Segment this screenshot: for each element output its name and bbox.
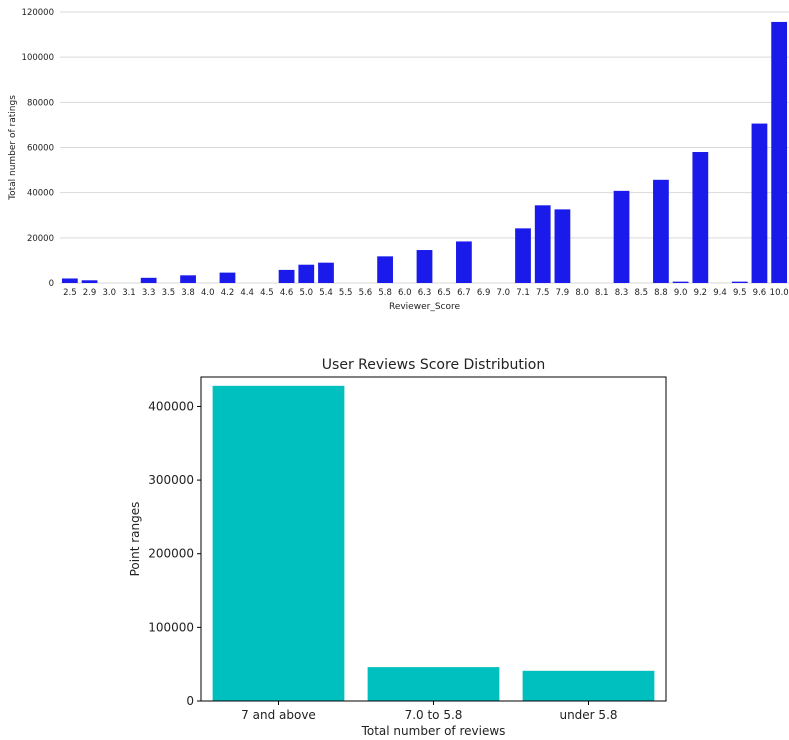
x-tick-label: 4.4 — [240, 288, 254, 298]
x-tick-label: 9.5 — [733, 288, 747, 298]
x-tick-label: 4.0 — [201, 288, 215, 298]
x-tick-label: 5.5 — [339, 288, 353, 298]
bar — [653, 179, 669, 283]
plot-frame — [200, 376, 667, 702]
bar — [61, 278, 78, 283]
y-tick-label: 80000 — [27, 98, 54, 108]
x-tick-label: under 5.8 — [559, 708, 617, 722]
bar — [515, 228, 531, 283]
x-tick-label: 6.7 — [457, 288, 471, 298]
bar — [522, 670, 655, 701]
x-tick-label: 4.6 — [280, 288, 294, 298]
x-tick-label: 7 and above — [241, 708, 316, 722]
y-tick-label: 0 — [186, 694, 194, 708]
x-tick-label: 6.9 — [477, 288, 491, 298]
y-tick-label: 200000 — [148, 547, 194, 561]
x-tick-label: 7.1 — [516, 288, 530, 298]
x-tick-label: 5.6 — [359, 288, 373, 298]
x-tick-label: 9.6 — [753, 288, 767, 298]
x-tick-label: 5.8 — [378, 288, 392, 298]
x-axis-label: Reviewer_Score — [389, 302, 461, 312]
x-tick-label: 6.5 — [437, 288, 451, 298]
bar — [534, 205, 551, 283]
y-tick-label: 300000 — [148, 473, 194, 487]
bar — [613, 190, 630, 283]
x-tick-label: 5.4 — [319, 288, 333, 298]
y-tick-label: 0 — [49, 279, 54, 289]
x-tick-label: 7.5 — [536, 288, 550, 298]
x-tick-label: 9.2 — [694, 288, 708, 298]
x-tick-label: 2.9 — [83, 288, 97, 298]
x-tick-label: 8.3 — [615, 288, 629, 298]
x-tick-label: 9.4 — [713, 288, 727, 298]
x-tick-label: 3.1 — [122, 288, 136, 298]
x-tick-label: 7.0 — [497, 288, 511, 298]
y-tick-label: 20000 — [27, 234, 54, 244]
bar — [554, 209, 571, 283]
bar — [318, 262, 334, 283]
y-tick-label: 120000 — [22, 8, 54, 18]
score-distribution-bar-chart: User Reviews Score Distribution 7 and abo… — [128, 357, 667, 738]
reviewer-score-bar-chart: 0 20000 40000 60000 80000 100000 120000 2.5 2.9 3… — [8, 8, 789, 312]
y-axis-label: Point ranges — [128, 502, 142, 577]
x-tick-label: 9.0 — [674, 288, 688, 298]
y-tick-label: 400000 — [148, 399, 194, 413]
bar — [219, 272, 236, 283]
x-tick-label: 2.5 — [63, 288, 77, 298]
x-axis-label: Total number of reviews — [361, 724, 506, 738]
bar — [751, 123, 768, 283]
bar — [672, 281, 689, 283]
x-tick-label: 6.0 — [398, 288, 412, 298]
x-tick-label: 4.2 — [221, 288, 235, 298]
x-tick-label: 8.8 — [654, 288, 668, 298]
x-tick-label: 3.3 — [142, 288, 156, 298]
x-tick-label: 8.1 — [595, 288, 609, 298]
x-tick-label: 7.9 — [556, 288, 570, 298]
y-tick-label: 100000 — [148, 620, 194, 634]
bar — [771, 21, 788, 283]
x-tick-label: 8.0 — [575, 288, 589, 298]
bar — [731, 281, 748, 283]
chart-title: User Reviews Score Distribution — [322, 357, 545, 373]
bar — [278, 269, 295, 283]
x-tick-label: 6.3 — [418, 288, 432, 298]
y-axis-label: Total number of ratings — [8, 95, 18, 201]
y-tick-label: 60000 — [27, 144, 54, 154]
x-tick-label: 3.8 — [181, 288, 195, 298]
x-tick-label: 3.5 — [162, 288, 176, 298]
bar — [416, 250, 433, 283]
bar — [212, 385, 345, 701]
x-tick-label: 10.0 — [770, 288, 789, 298]
y-tick-label: 100000 — [22, 53, 54, 63]
bar — [81, 280, 98, 283]
bar — [377, 256, 393, 283]
bar — [140, 277, 157, 283]
y-tick-label: 40000 — [27, 189, 54, 199]
bar — [298, 264, 315, 283]
x-tick-label: 7.0 to 5.8 — [405, 708, 463, 722]
bar — [456, 241, 472, 283]
x-tick-label: 3.0 — [102, 288, 116, 298]
x-tick-label: 8.5 — [634, 288, 648, 298]
x-tick-label: 5.0 — [300, 288, 314, 298]
x-tick-label: 4.5 — [260, 288, 274, 298]
bar — [692, 152, 709, 283]
bar — [180, 275, 196, 283]
bar — [367, 667, 500, 701]
